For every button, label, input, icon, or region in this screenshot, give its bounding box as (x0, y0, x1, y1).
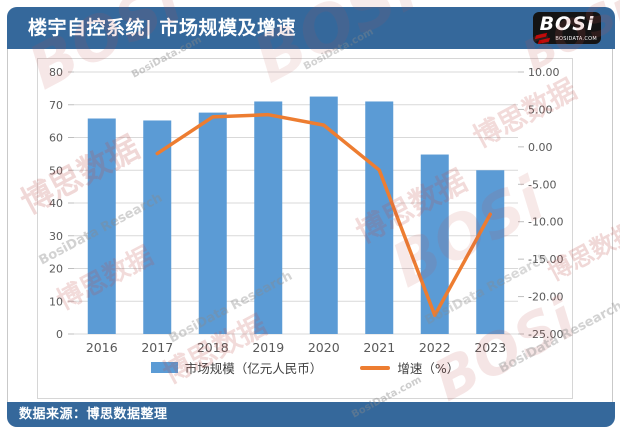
x-axis-label-2016: 2016 (86, 340, 118, 355)
x-axis-label-2022: 2022 (419, 340, 451, 355)
left-axis-label: 70 (49, 99, 63, 112)
left-axis-label: 20 (49, 263, 63, 276)
growth-line (155, 112, 492, 318)
report-card: 楼宇自控系统| 市场规模及增速 BOSi BOSIDATA.COM 0 10 20 3… (7, 7, 615, 427)
legend-item-market-size: 市场规模（亿元人民币） (150, 358, 323, 377)
bar-2022 (420, 154, 449, 334)
left-axis-label: 60 (49, 132, 63, 145)
chart-svg: 0 10 20 30 40 50 60 70 80 -25.00 -20.00 -15.00 -10.0… (49, 66, 563, 355)
right-axis-label: 10.00 (528, 66, 560, 79)
x-axis-label-2017: 2017 (141, 340, 173, 355)
chart-legend: 市场规模（亿元人民币） 增速（%） (38, 358, 572, 377)
bar-2017 (143, 120, 172, 334)
logo-domain: BOSIDATA.COM (555, 36, 597, 42)
bar-2019 (254, 101, 283, 334)
data-source: 数据来源：博思数据整理 (19, 407, 168, 422)
left-axis-label: 10 (49, 295, 63, 308)
legend-item-growth: 增速（%） (360, 358, 459, 377)
chart-area: 0 10 20 30 40 50 60 70 80 -25.00 -20.00 -15.00 -10.0… (37, 58, 573, 399)
right-axis-label: -5.00 (528, 178, 556, 191)
footer-bar: 数据来源：博思数据整理 (7, 402, 615, 427)
bar-2023 (476, 170, 505, 334)
bar-2021 (365, 101, 394, 334)
x-axis-label-2021: 2021 (363, 340, 395, 355)
legend-bar-swatch-icon (150, 362, 178, 373)
right-axis-label: 5.00 (528, 103, 553, 116)
right-axis-label: 0.00 (528, 141, 553, 154)
x-axis-label-2020: 2020 (308, 340, 340, 355)
right-axis-label: -20.00 (528, 291, 563, 304)
x-axis-label-2018: 2018 (197, 340, 229, 355)
bar-2016 (87, 118, 116, 334)
bar-2020 (309, 96, 338, 334)
x-axis-label-2019: 2019 (252, 340, 284, 355)
legend-label-market-size: 市场规模（亿元人民币） (184, 361, 323, 376)
bar-2018 (198, 112, 227, 334)
header-bar: 楼宇自控系统| 市场规模及增速 BOSi BOSIDATA.COM (7, 7, 615, 49)
page-title: 楼宇自控系统| 市场规模及增速 (28, 17, 297, 39)
right-axis-label: -15.00 (528, 253, 563, 266)
right-axis-label: -25.00 (528, 328, 563, 341)
left-axis-label: 80 (49, 66, 63, 79)
bosi-logo: BOSi BOSIDATA.COM (533, 12, 601, 44)
logo-red-stripe-icon (537, 37, 551, 44)
left-axis-label: 50 (49, 164, 63, 177)
logo-wordmark: BOSi (539, 13, 595, 35)
left-axis-label: 30 (49, 230, 63, 243)
right-axis-label: -10.00 (528, 216, 563, 229)
left-axis-label: 0 (56, 328, 63, 341)
left-axis-label: 40 (49, 197, 63, 210)
legend-label-growth: 增速（%） (397, 361, 460, 376)
x-axis-label-2023: 2023 (474, 340, 506, 355)
legend-line-swatch-icon (360, 365, 391, 370)
